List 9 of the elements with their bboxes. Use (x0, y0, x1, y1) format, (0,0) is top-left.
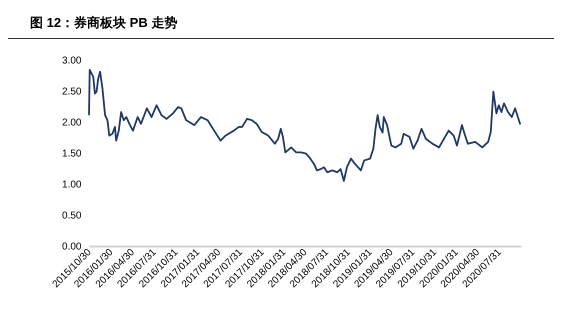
y-tick-label: 0.00 (62, 242, 82, 252)
line-series (88, 69, 522, 182)
y-tick-label: 0.50 (62, 210, 82, 222)
chart-title: 图 12：券商板块 PB 走势 (8, 0, 554, 39)
y-tick-label: 3.00 (62, 56, 82, 66)
y-tick-label: 2.50 (62, 86, 82, 98)
y-tick-label: 1.50 (62, 148, 82, 160)
y-tick-label: 1.00 (62, 180, 82, 190)
y-tick-label: 2.00 (62, 118, 82, 128)
